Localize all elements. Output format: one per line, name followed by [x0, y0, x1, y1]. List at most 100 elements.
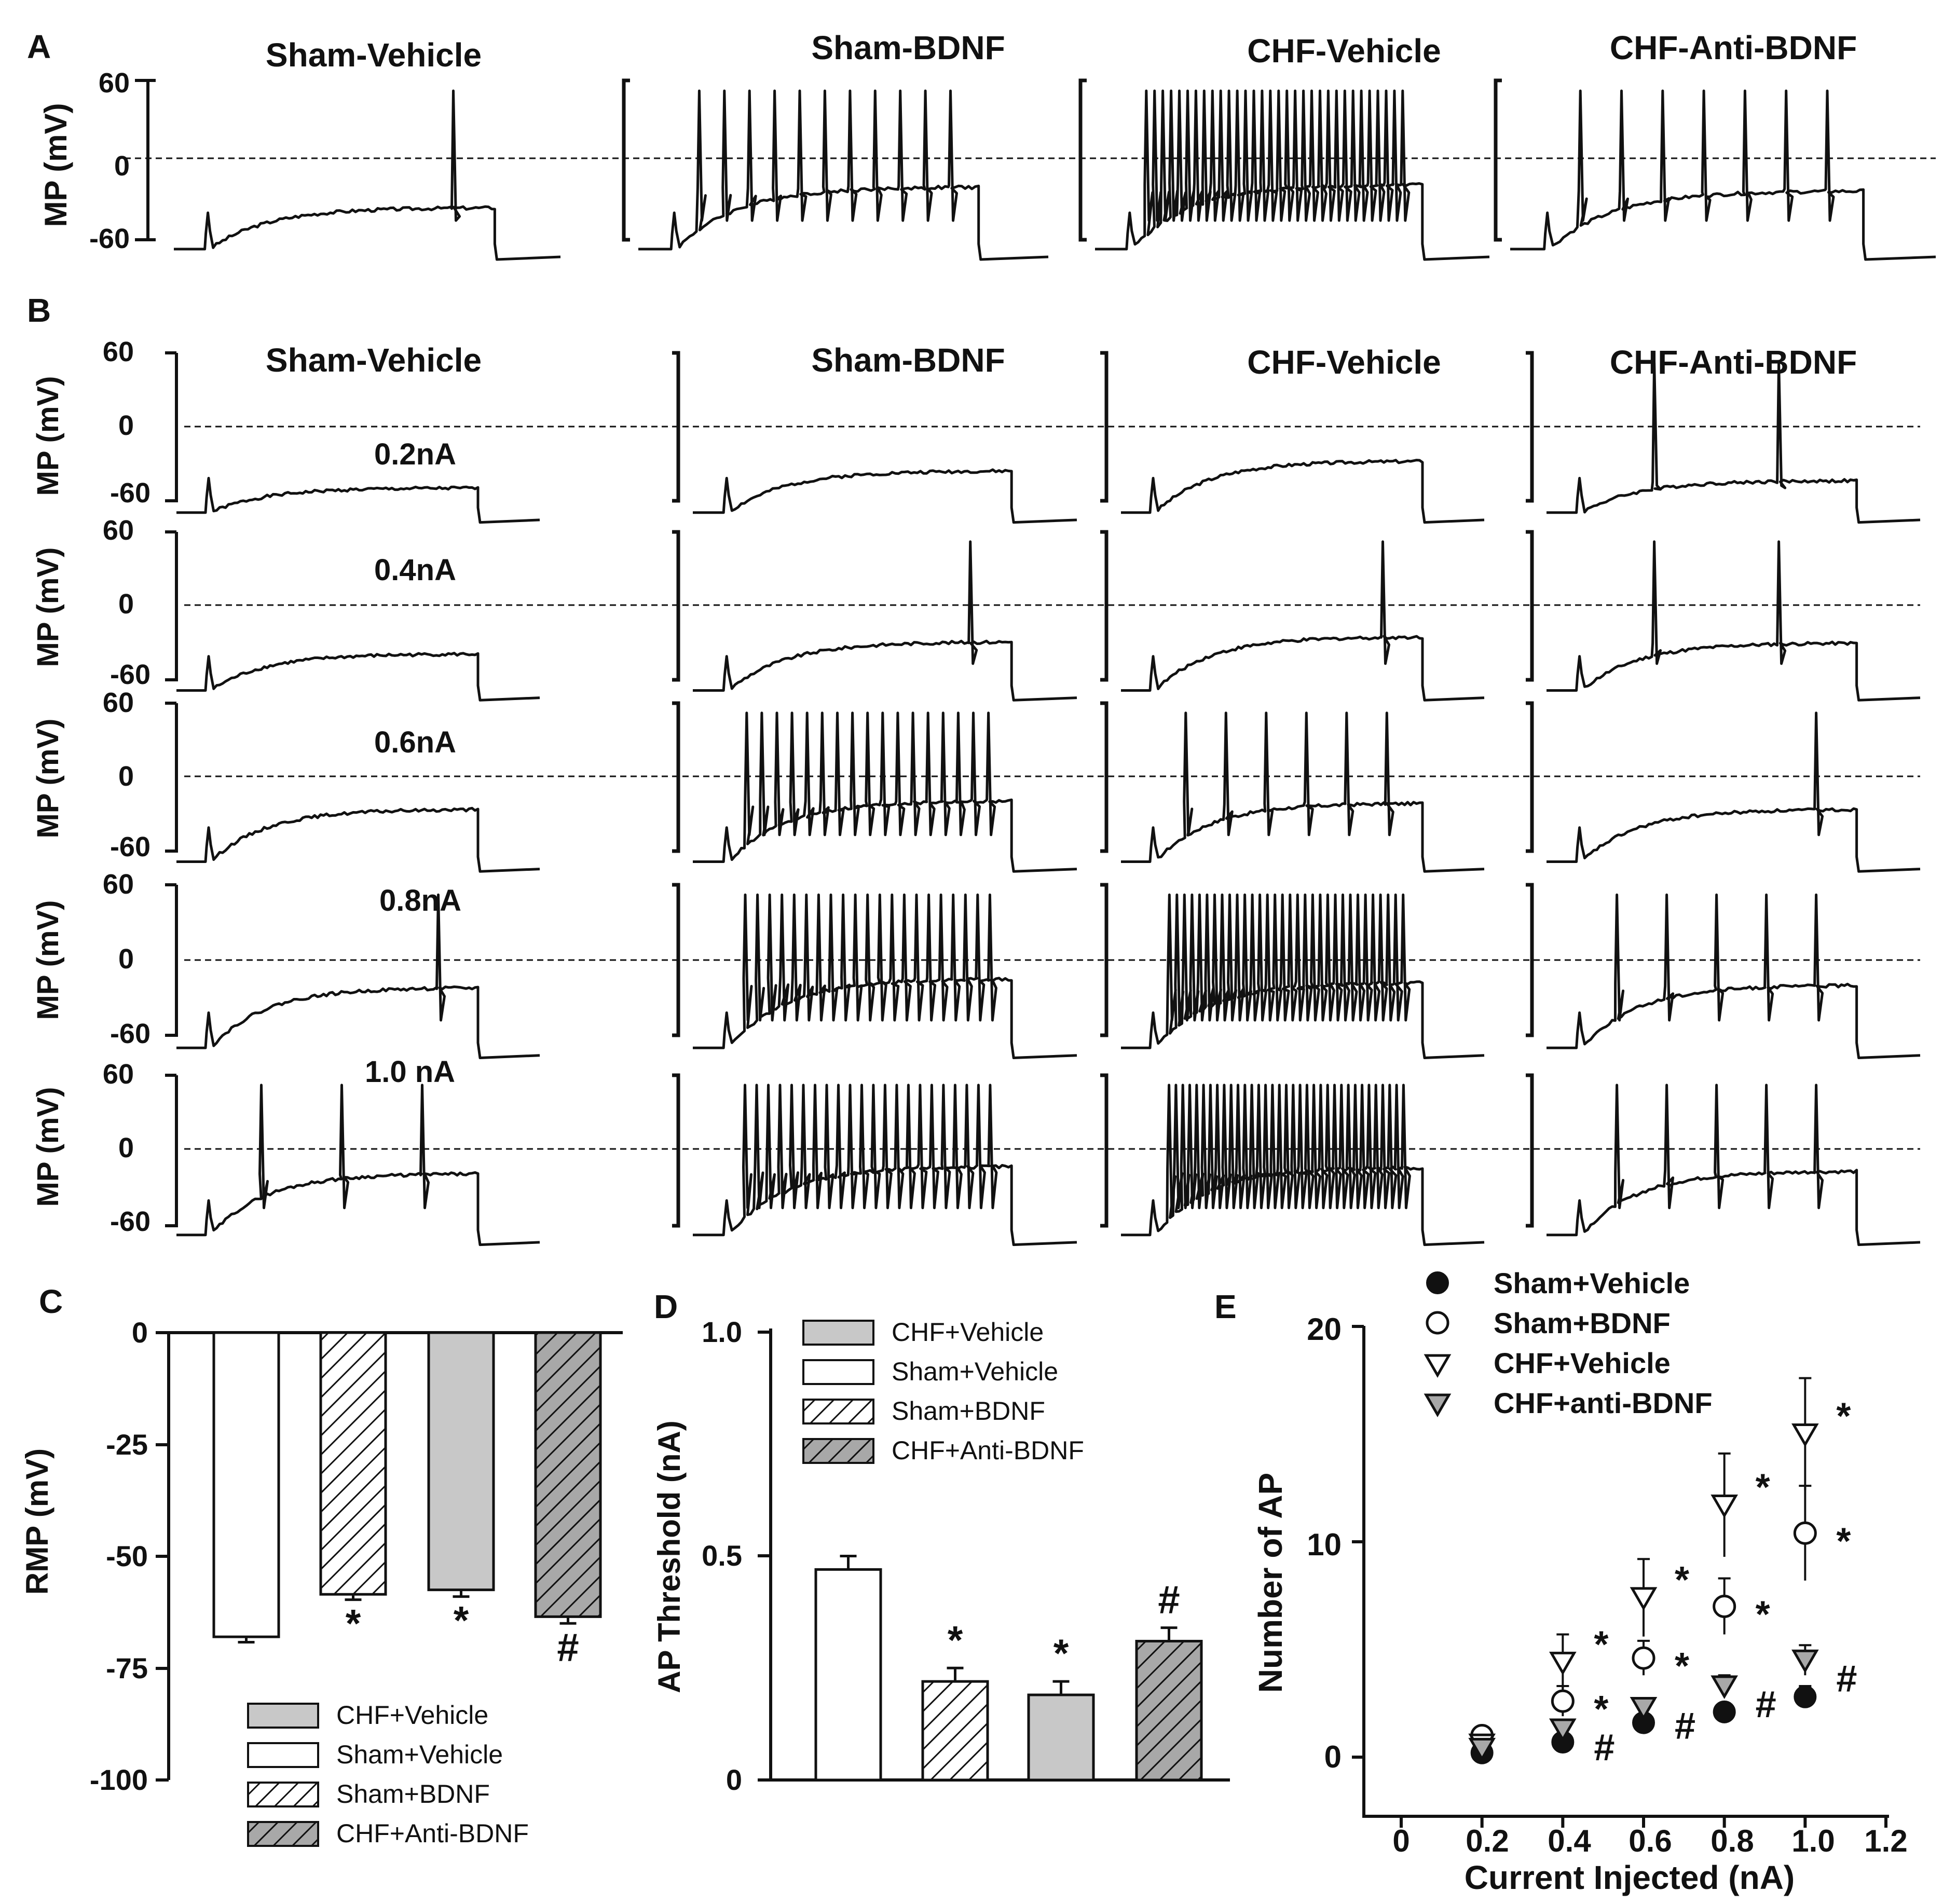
panel-b-bracket-4-1	[672, 1073, 680, 1228]
panel-c: C RMP (mV) 0 -25 -50 -75 -100 * * # CHF+Ve…	[20, 1283, 623, 1848]
panel-e-annotation-sham-bdnf-3: *	[1756, 1594, 1770, 1636]
panel-b-title-chf-vehicle: CHF-Vehicle	[1247, 344, 1441, 381]
panel-c-tick-0: 0	[132, 1316, 148, 1349]
panel-c-legend-swatch-chf-vehicle	[247, 1703, 319, 1729]
panel-a-trace-sham-vehicle	[174, 89, 561, 261]
panel-b-trace-row-2-chf-vehicle	[1121, 711, 1485, 873]
panel-b-bracket-2-2	[1100, 701, 1109, 853]
panel-e-point-chf-vehicle-3	[1711, 1494, 1739, 1518]
panel-b-trace-row-3-chf-vehicle	[1121, 893, 1485, 1059]
panel-b-row-2-y-label: MP (mV)	[31, 719, 65, 839]
panel-e-annotation-chf-anti-bdnf-3: #	[1756, 1684, 1776, 1725]
panel-e-point-chf-anti-bdnf-3	[1711, 1675, 1739, 1700]
panel-e-annotation-sham-bdnf-1: *	[1594, 1689, 1608, 1730]
panel-b-row-2-tick-60: 60	[103, 687, 134, 718]
panel-b-bracket-0-3	[1526, 351, 1534, 503]
panel-c-legend-swatch-sham-bdnf	[247, 1782, 319, 1807]
panel-c-tick-50: -50	[106, 1540, 148, 1572]
panel-b-bracket-0-1	[672, 351, 680, 503]
panel-a-scale-bar	[135, 79, 156, 241]
panel-b-bracket-4-3	[1526, 1073, 1534, 1228]
panel-b-row-2-tick-0: 0	[118, 761, 134, 792]
panel-d-marker-sham-bdnf: *	[948, 1618, 963, 1662]
panel-d-tick-1: 1.0	[702, 1316, 742, 1348]
panel-e-point-sham-bdnf-1	[1551, 1689, 1575, 1713]
panel-d-legend-label-sham-vehicle: Sham+Vehicle	[892, 1357, 1058, 1386]
panel-a-title-sham-vehicle: Sham-Vehicle	[266, 36, 482, 74]
panel-b-bracket-1-2	[1100, 530, 1109, 682]
panel-e-legend-marker-chf-anti-bdnf	[1424, 1393, 1452, 1417]
panel-a-y-label: MP (mV)	[38, 103, 73, 227]
panel-a-bracket-3	[1494, 78, 1502, 242]
panel-b-row-4-tick-60: 60	[103, 1059, 134, 1090]
panel-b-scale-bar-1	[165, 530, 178, 681]
panel-b-row-3-tick-60: 60	[103, 869, 134, 900]
panel-b-row-0-tick-neg60: -60	[110, 477, 150, 509]
panel-e-legend-label-sham-bdnf: Sham+BDNF	[1494, 1307, 1671, 1339]
panel-c-marker-chf-anti-bdnf: #	[557, 1625, 579, 1669]
panel-c-legend-swatch-chf-anti-bdnf	[247, 1821, 319, 1847]
panel-b-bracket-1-3	[1526, 530, 1534, 682]
panel-d-bars: * * #	[814, 1555, 1203, 1782]
panel-b-trace-row-1-chf-anti-bdnf	[1547, 540, 1921, 702]
panel-b-title-row: Sham-Vehicle Sham-BDNF CHF-Vehicle CHF-A…	[266, 341, 1857, 381]
panel-d: D AP Threshold (nA) 1.0 0.5 0 * * # CHF+Ve…	[652, 1288, 1230, 1796]
panel-a-title-chf-anti-bdnf: CHF-Anti-BDNF	[1610, 29, 1857, 66]
panel-e-point-sham-bdnf-4	[1793, 1521, 1817, 1545]
panel-a-tick-60: 60	[99, 67, 130, 99]
panel-c-tick-100: -100	[90, 1763, 148, 1796]
panel-a-title-sham-bdnf: Sham-BDNF	[811, 29, 1005, 66]
panel-a-title-chf-vehicle: CHF-Vehicle	[1247, 32, 1441, 70]
panel-b-title-chf-anti-bdnf: CHF-Anti-BDNF	[1610, 344, 1857, 381]
panel-a-trace-sham-bdnf	[638, 89, 1049, 261]
panel-c-legend-label-sham-vehicle: Sham+Vehicle	[336, 1740, 503, 1769]
panel-c-bar-sham-bdnf	[319, 1331, 387, 1596]
panel-b-row-1-y-label: MP (mV)	[31, 547, 65, 667]
panel-e-xtick-06: 0.6	[1629, 1824, 1672, 1858]
panel-e-xtick-0: 0	[1392, 1824, 1410, 1858]
panel-d-marker-chf-vehicle: *	[1053, 1632, 1069, 1676]
panel-a-y-axis: MP (mV) 60 0 -60	[38, 67, 130, 254]
panel-d-legend-swatch-chf-vehicle	[802, 1320, 874, 1346]
panel-e-point-chf-vehicle-4	[1791, 1423, 1819, 1447]
panel-b-row-0-y-label: MP (mV)	[31, 376, 65, 496]
panel-e-x-label: Current Injected (nA)	[1465, 1859, 1795, 1896]
panel-c-legend-label-chf-vehicle: CHF+Vehicle	[336, 1701, 488, 1730]
panel-e-legend-label-chf-anti-bdnf: CHF+anti-BDNF	[1494, 1387, 1713, 1419]
panel-c-legend-label-sham-bdnf: Sham+BDNF	[336, 1779, 490, 1809]
panel-a-title-row: Sham-Vehicle Sham-BDNF CHF-Vehicle CHF-A…	[266, 29, 1857, 74]
panel-b-bracket-2-1	[672, 701, 680, 853]
panel-b-row-0-tick-0: 0	[118, 410, 134, 441]
panel-b-trace-row-0-sham-vehicle	[176, 476, 540, 524]
panel-e-legend-marker-sham-vehicle	[1426, 1271, 1449, 1294]
panel-a-trace-chf-vehicle	[1095, 89, 1490, 261]
panel-a-bracket-1	[622, 78, 630, 242]
panel-b-trace-row-2-sham-bdnf	[693, 711, 1077, 873]
panel-e-xtick-12: 1.2	[1864, 1824, 1907, 1858]
panel-b-row-2-tick-neg60: -60	[110, 831, 150, 862]
panel-d-legend-swatch-sham-bdnf	[802, 1399, 874, 1424]
panel-d-legend-label-chf-anti-bdnf: CHF+Anti-BDNF	[892, 1436, 1084, 1465]
panel-b-row-2-current-label: 0.6nA	[374, 725, 456, 759]
panel-b-bracket-1-1	[672, 530, 680, 682]
panel-d-bar-chf-anti-bdnf	[1135, 1639, 1203, 1782]
panel-b-scale-bar-0	[165, 351, 178, 502]
panel-e-point-sham-bdnf-3	[1713, 1595, 1736, 1618]
panel-c-bar-sham-vehicle	[212, 1331, 280, 1638]
panel-b-letter: B	[27, 292, 51, 329]
panel-d-legend-swatch-sham-vehicle	[802, 1359, 874, 1385]
panel-d-y-label: AP Threshold (nA)	[652, 1420, 687, 1693]
panel-a: A MP (mV) 60 0 -60 Sham-Vehicle Sham-BDN…	[27, 28, 1936, 261]
panel-c-letter: C	[39, 1283, 63, 1320]
panel-c-marker-chf-vehicle: *	[454, 1599, 469, 1643]
panel-b-row-4-y-label: MP (mV)	[31, 1087, 65, 1207]
panel-b-scale-bar-4	[165, 1074, 178, 1227]
panel-c-legend-swatch-sham-vehicle	[247, 1742, 319, 1768]
panel-b-row-4: MP (mV) 60 0 -60 1.0 nA	[31, 1055, 455, 1237]
panel-b-bracket-3-3	[1526, 883, 1534, 1037]
panel-b-trace-row-1-chf-vehicle	[1121, 540, 1485, 702]
panel-b-trace-row-3-sham-bdnf	[693, 893, 1077, 1059]
panel-d-tick-05: 0.5	[702, 1539, 742, 1572]
panel-b-row-4-current-label: 1.0 nA	[365, 1055, 455, 1089]
panel-e-xtick-08: 0.8	[1711, 1824, 1754, 1858]
